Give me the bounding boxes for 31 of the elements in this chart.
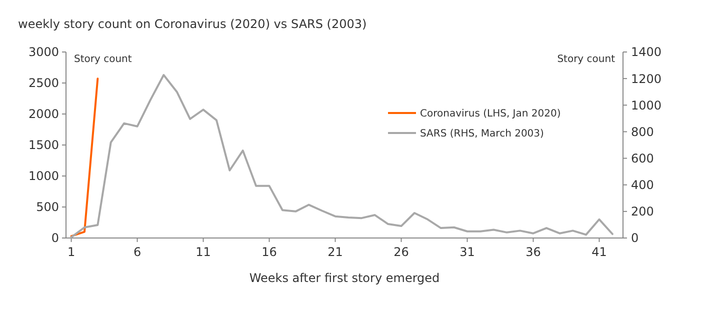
x-tick-label: 6	[133, 245, 142, 259]
y2-tick-label: 200	[631, 204, 654, 219]
x-tick-label: 11	[196, 245, 211, 259]
x-tick-label: 21	[328, 245, 343, 259]
chart-title: weekly story count on Coronavirus (2020) vs SARS (2003)	[18, 17, 367, 31]
y2-axis-title: Story count	[557, 54, 616, 65]
y-tick-label: 0	[51, 231, 59, 246]
y2-tick-label: 1200	[631, 72, 662, 86]
x-tick-label: 36	[526, 245, 541, 259]
line-series	[70, 74, 614, 238]
x-tick-label: 26	[394, 245, 409, 259]
x-axis-title: Weeks after first story emerged	[249, 271, 440, 285]
y-tick-label: 500	[36, 200, 59, 214]
y-tick-label: 2500	[28, 76, 59, 90]
x-tick-label: 1	[67, 245, 76, 259]
x-tick-label: 16	[262, 245, 277, 259]
x-tick-label: 31	[460, 245, 475, 259]
y-tick-label: 2000	[28, 107, 59, 122]
y2-tick-label: 0	[631, 231, 639, 246]
y-tick-label: 1500	[28, 138, 59, 152]
y2-tick-label: 800	[631, 124, 654, 139]
y2-tick-label: 1400	[631, 45, 662, 60]
y-tick-label: 3000	[28, 45, 59, 60]
x-tick-label: 41	[592, 245, 607, 259]
y2-tick-label: 400	[631, 178, 654, 192]
legend-label: SARS (RHS, March 2003)	[420, 128, 544, 140]
y2-tick-label: 1000	[631, 98, 662, 112]
y2-tick-label: 600	[631, 151, 654, 166]
legend-label: Coronavirus (LHS, Jan 2020)	[420, 108, 561, 120]
y-axis-title: Story count	[74, 54, 132, 65]
y-tick-label: 1000	[28, 169, 59, 184]
